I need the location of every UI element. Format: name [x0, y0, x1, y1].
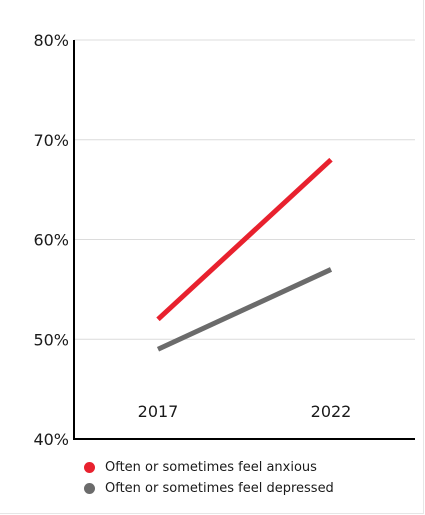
x-tick-label-2017: 2017 — [138, 402, 179, 421]
y-tick-label-80: 80% — [33, 31, 69, 50]
y-tick-label-70: 70% — [33, 131, 69, 150]
legend-swatch-anxious — [84, 462, 95, 473]
x-axis-labels: 2017 2022 — [138, 402, 352, 421]
x-tick-label-2022: 2022 — [311, 402, 352, 421]
y-tick-label-50: 50% — [33, 330, 69, 349]
legend-swatch-depressed — [84, 483, 95, 494]
y-tick-label-60: 60% — [33, 231, 69, 250]
legend-label-depressed: Often or sometimes feel depressed — [105, 481, 334, 496]
legend-label-anxious: Often or sometimes feel anxious — [105, 460, 317, 475]
axes — [73, 40, 415, 440]
y-axis-ticks: 40% 50% 60% 70% 80% — [33, 31, 69, 449]
legend-item-anxious: Often or sometimes feel anxious — [84, 457, 334, 478]
y-tick-label-40: 40% — [33, 430, 69, 449]
series-line-anxious — [156, 157, 333, 322]
legend-item-depressed: Often or sometimes feel depressed — [84, 478, 334, 499]
grid-lines — [74, 39, 415, 340]
series-lines — [156, 157, 333, 352]
legend: Often or sometimes feel anxious Often or… — [84, 457, 334, 499]
series-line-depressed — [156, 267, 333, 352]
